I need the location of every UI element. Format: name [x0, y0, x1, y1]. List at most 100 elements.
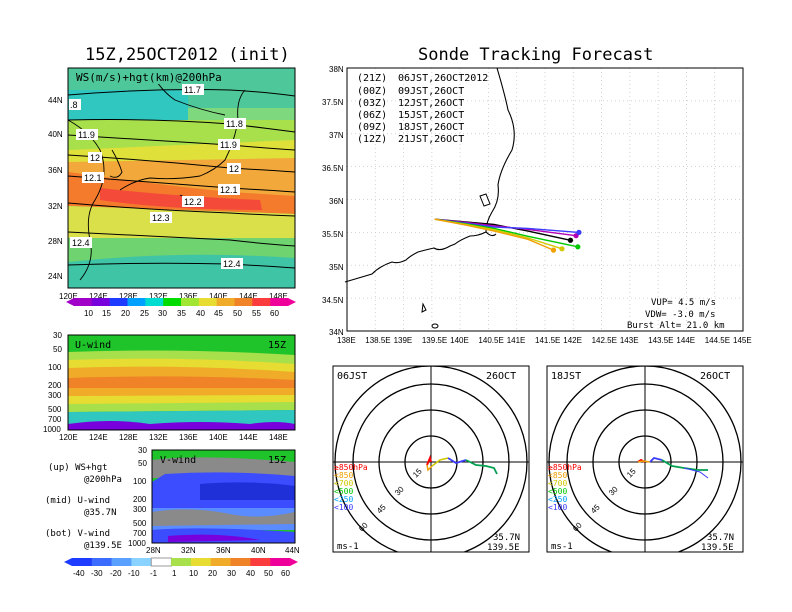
top-colorbar-cells: [74, 298, 289, 306]
left-title: 15Z,25OCT2012 (init): [85, 45, 290, 65]
legend-jst: 15JST,26OCT: [398, 110, 464, 121]
map-lat-ticks: 44N 40N 36N 32N 28N 24N: [48, 96, 63, 281]
bottom-colorbar-cells: [72, 557, 291, 567]
lon-tick: 124E: [89, 292, 108, 301]
legend-jst: 09JST,26OCT: [398, 86, 464, 97]
contour-label: 12.1: [220, 185, 238, 195]
colorbar-cell: [91, 298, 110, 306]
p-tick: 700: [133, 529, 147, 538]
lat-tick: 34N: [329, 328, 344, 337]
lat-tick: 37N: [329, 131, 344, 140]
p-tick: 1000: [43, 425, 61, 434]
lat-tick: 36.5N: [322, 164, 344, 173]
lon-tick: 144E: [239, 433, 258, 442]
contour-label: 11.9: [220, 140, 237, 150]
track-lat-ticks: 38N 37.5N 37N 36.5N 36N 35.5N 35N 34.5N …: [322, 65, 344, 337]
level-label: <500: [548, 487, 567, 496]
colorbar-cell: [216, 298, 235, 306]
colorbar-tick: 60: [281, 569, 290, 578]
p-tick: 100: [48, 363, 62, 372]
lon-tick: 142E: [563, 336, 582, 345]
colorbar-arrow-left: [66, 298, 74, 306]
hodo-date: 26OCT: [486, 371, 516, 382]
hodo-time: 06JST: [337, 371, 367, 382]
colorbar-tick: 40: [196, 309, 205, 318]
colorbar-cell: [181, 298, 200, 306]
colorbar-cell: [163, 298, 182, 306]
colorbar-tick: 15: [102, 309, 111, 318]
lon-tick: 144.5E: [705, 336, 730, 345]
colorbar-cell: [250, 558, 271, 566]
colorbar-tick: 20: [121, 309, 130, 318]
p-tick: 300: [48, 391, 62, 400]
colorbar-arrow-right: [290, 558, 298, 566]
lon-tick: 120E: [59, 292, 78, 301]
sonde-track: [434, 218, 554, 251]
lon-tick: 132E: [149, 292, 168, 301]
legend-utc: (12Z): [357, 134, 387, 145]
lat-tick: 32N: [181, 546, 196, 555]
colorbar-tick: 40: [246, 569, 255, 578]
lat-tick: 35.5N: [322, 230, 344, 239]
colorbar-cell: [131, 558, 152, 566]
colorbar-tick: 45: [214, 309, 223, 318]
side-legend: (up) WS+hgt @200hPa (mid) U-wind @35.7N …: [45, 463, 122, 551]
lon-tick: 141.5E: [535, 336, 560, 345]
colorbar-tick: 55: [252, 309, 261, 318]
hodograph-left: 06JST 26OCT 15 30 45 60 ≥850hPa <850 <70…: [332, 365, 530, 553]
lat-tick: 36N: [48, 166, 63, 175]
lon-tick: 124E: [89, 433, 108, 442]
colorbar-cell: [230, 558, 251, 566]
legend-utc: (06Z): [357, 110, 387, 121]
lon-tick: 128E: [119, 433, 138, 442]
colorbar-tick: -1: [150, 569, 158, 578]
island: [431, 323, 439, 329]
lat-tick: 44N: [48, 96, 63, 105]
level-label: <250: [548, 495, 567, 504]
p-tick: 1000: [128, 539, 146, 548]
level-label: <700: [548, 479, 567, 488]
legend-jst: 12JST,26OCT: [398, 98, 464, 109]
contour-label: 12.3: [152, 213, 170, 223]
lat-tick: 28N: [48, 237, 63, 246]
colorbar-tick: -30: [91, 569, 103, 578]
lat-tick: 24N: [48, 272, 63, 281]
p-tick: 500: [133, 519, 147, 528]
hodograph-right: 18JST 26OCT 15 30 45 60 ≥850hPa <850 <70…: [546, 365, 744, 553]
lon-tick: 143E: [620, 336, 639, 345]
lon-tick: 120E: [59, 433, 78, 442]
right-title: Sonde Tracking Forecast: [418, 45, 653, 65]
contour-labels: 11.7 11.8 11.9 11.9 12 12 12.1 12.1 12.2…: [69, 84, 246, 269]
lat-tick: 44N: [285, 546, 300, 555]
hodo-unit: ms-1: [337, 542, 359, 552]
track-panel: (21Z) 06JST,26OCT2012 (00Z) 09JST,26OCT …: [322, 65, 752, 345]
colorbar-cell: [127, 298, 146, 306]
colorbar-cell: [198, 298, 217, 306]
p-tick: 30: [53, 331, 62, 340]
uwind-p-ticks: 30 50 100 200 300 500 700 1000: [43, 331, 62, 434]
contour-label: .8: [70, 100, 78, 110]
contour-label: 12.2: [184, 197, 202, 207]
level-label: <250: [334, 495, 353, 504]
level-label: <700: [334, 479, 353, 488]
uwind-panel: U-wind 15Z 30 50 100 200 300 500 700 100…: [43, 331, 296, 442]
lon-tick: 128E: [119, 292, 138, 301]
lon-tick: 144E: [239, 292, 258, 301]
lat-tick: 28N: [146, 546, 161, 555]
hodo-time: 18JST: [551, 371, 581, 382]
lat-tick: 36N: [216, 546, 231, 555]
hodo-lon: 139.5E: [701, 543, 734, 553]
track-lon-ticks: 138E 138.5E 139E 139.5E 140E 140.5E 141E 141.5E…: [337, 336, 752, 345]
colorbar-tick: 10: [84, 309, 93, 318]
lon-tick: 139E: [394, 336, 413, 345]
legend-up-line1: (up) WS+hgt: [48, 463, 108, 473]
track-legend: (21Z) 06JST,26OCT2012 (00Z) 09JST,26OCT …: [357, 73, 488, 145]
hodo-lat: 35.7N: [707, 533, 734, 543]
colorbar-arrow-right: [288, 298, 296, 306]
hodo-lat: 35.7N: [493, 533, 520, 543]
lon-tick: 143.5E: [648, 336, 673, 345]
landing-point: [567, 237, 574, 243]
vwind-panel: V-wind 15Z 30 50 100 200 300 500 700 100…: [128, 446, 300, 555]
lon-tick: 140E: [209, 292, 228, 301]
